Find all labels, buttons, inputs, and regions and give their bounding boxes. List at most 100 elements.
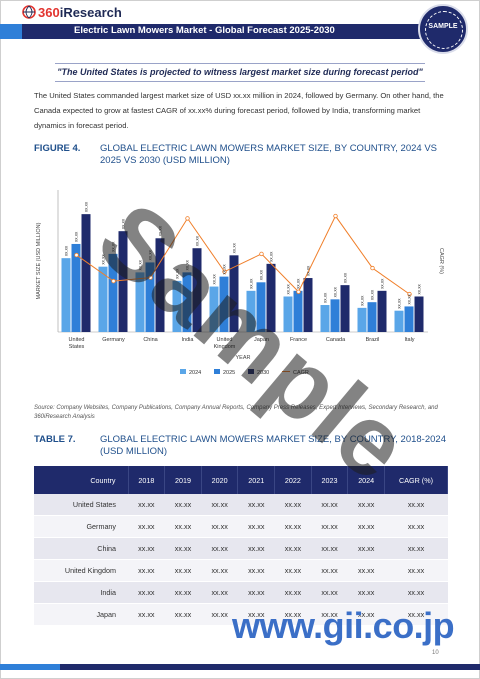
bar-2025 (293, 290, 303, 332)
page-number: 10 (432, 650, 439, 656)
col-header-2023: 2023 (311, 466, 349, 494)
legend-swatch-2025 (214, 369, 220, 374)
figure-title: GLOBAL ELECTRIC LAWN MOWERS MARKET SIZE,… (100, 143, 437, 166)
x-tick-label-line: China (143, 337, 158, 343)
x-tick-label: Japan (254, 337, 269, 343)
table-row: Germany xx.xx xx.xx xx.xx xx.xx xx.xx xx.xx xx.… (34, 515, 448, 538)
bar-value-label: xx.xx (158, 225, 163, 236)
table-cell-value: xx.xx (201, 603, 238, 626)
bar-2030 (155, 238, 165, 332)
bar-value-label: xx.xx (370, 289, 375, 300)
x-tick-label: India (182, 337, 195, 343)
bar-2030 (377, 290, 387, 332)
x-tick-label-line: United (217, 337, 233, 343)
bar-2030 (303, 278, 313, 332)
table-cell-value: xx.xx (384, 494, 448, 516)
bar-value-label: xx.xx (232, 242, 237, 253)
table-cell-value: xx.xx (347, 537, 385, 560)
x-tick-label-line: Kingdom (214, 344, 236, 350)
table-cell-value: xx.xx (164, 515, 202, 538)
x-tick-label: France (290, 337, 307, 343)
table-row: United Kingdom xx.xx xx.xx xx.xx xx.xx xx.xx x… (34, 559, 448, 582)
table-cell-country: China (34, 537, 129, 560)
bar-value-label: xx.xx (323, 292, 328, 303)
x-tick-label: China (143, 337, 158, 343)
table-cell-value: xx.xx (311, 494, 348, 516)
legend-swatch-2024 (180, 369, 186, 374)
figure-label: FIGURE 4. (34, 143, 81, 154)
table-cell-value: xx.xx (201, 494, 238, 516)
table-cell-country: United States (34, 494, 129, 516)
bar-value-label: xx.xx (185, 259, 190, 270)
table-cell-value: xx.xx (128, 494, 165, 516)
x-tick-label-line: Germany (102, 337, 125, 343)
bar-2030 (118, 231, 128, 332)
legend-swatch-2030 (248, 369, 254, 374)
x-tick-label: United States (69, 337, 85, 350)
x-axis-label: YEAR (236, 355, 251, 361)
bar-value-label: xx.xx (222, 264, 227, 275)
bar-value-label: xx.xx (74, 231, 79, 242)
summary-paragraph: The United States commanded largest mark… (34, 91, 444, 130)
table-cell-value: xx.xx (311, 581, 348, 604)
brand-logo: 360iResearch (22, 5, 122, 20)
cagr-point (296, 289, 301, 294)
bar-2030 (266, 263, 276, 332)
table-cell-value: xx.xx (164, 559, 202, 582)
cagr-point (74, 252, 79, 258)
site-watermark: www.gii.co.jp (232, 605, 455, 646)
bar-value-label: xx.xx (333, 286, 338, 297)
cagr-point (222, 269, 227, 274)
highlight-quote: "The United States is projected to witne… (57, 67, 423, 77)
brand-globe-icon (22, 5, 36, 19)
table-cell-value: xx.xx (347, 515, 385, 538)
x-tick-label: Canada (326, 337, 346, 343)
table-cell-value: xx.xx (347, 494, 385, 516)
x-tick-label-line: Brazil (366, 337, 380, 343)
table-header-row: Country 2018 2019 2020 2021 2022 2023 20… (34, 466, 448, 494)
header-bar (0, 24, 420, 39)
bar-2030 (192, 248, 202, 332)
x-tick-label-line: United (69, 337, 85, 343)
bar-value-label: xx.xx (380, 278, 385, 289)
bar-value-label: xx.xx (306, 265, 311, 276)
col-header-2018: 2018 (128, 466, 166, 494)
table-cell-value: xx.xx (384, 537, 448, 560)
bar-2025 (256, 282, 266, 332)
bar-2024 (61, 258, 71, 332)
x-tick-label: Germany (102, 337, 125, 343)
table-cell-value: xx.xx (201, 515, 238, 538)
brand-prefix: 360 (38, 5, 60, 20)
bar-value-label: xx.xx (249, 278, 254, 289)
col-header-2019: 2019 (164, 466, 202, 494)
bar-2030 (340, 285, 350, 332)
table-body: United States xx.xx xx.xx xx.xx xx.xx xx.xx xx… (34, 494, 448, 626)
bar-value-label: xx.xx (286, 283, 291, 294)
x-tick-label-line: Canada (326, 337, 346, 343)
cagr-point (185, 216, 190, 221)
table-cell-value: xx.xx (311, 559, 348, 582)
quote-rule-bottom (55, 81, 425, 82)
bar-value-label: xx.xx (148, 249, 153, 260)
bar-2024 (320, 305, 330, 332)
bar-value-label: xx.xx (407, 293, 412, 304)
market-size-chart: MARKET SIZE (USD MILLION) CAGR (%) YEAR xx.… (36, 190, 444, 376)
x-tick-label-line: Italy (404, 337, 414, 343)
x-tick-label: Brazil (366, 337, 380, 343)
table-title: GLOBAL ELECTRIC LAWN MOWERS MARKET SIZE,… (100, 434, 446, 457)
bar-2030 (414, 296, 424, 332)
x-tick-label-line: France (290, 337, 307, 343)
table-cell-value: xx.xx (311, 537, 348, 560)
table-cell-value: xx.xx (128, 581, 165, 604)
bar-value-label: xx.xx (343, 272, 348, 283)
table-cell-value: xx.xx (237, 581, 275, 604)
table-cell-country: India (34, 581, 129, 604)
table-cell-value: xx.xx (274, 559, 312, 582)
footer-bar-accent (0, 664, 60, 670)
table-cell-value: xx.xx (274, 494, 312, 516)
legend-label-2025: 2025 (223, 370, 235, 376)
table-cell-value: xx.xx (164, 494, 202, 516)
table-cell-value: xx.xx (311, 603, 348, 626)
header-bar-accent (0, 24, 22, 39)
table-cell-value: xx.xx (274, 603, 312, 626)
